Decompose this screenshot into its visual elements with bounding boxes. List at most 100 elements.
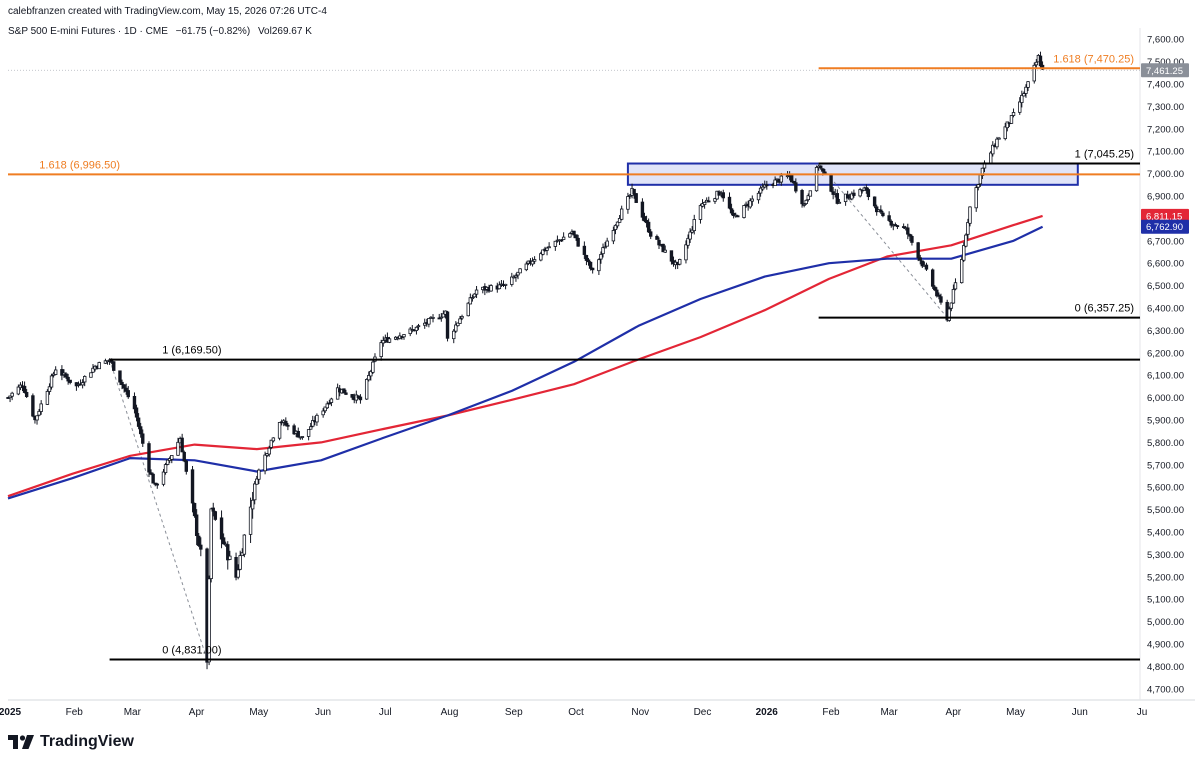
candle-body (427, 318, 431, 325)
x-tick-label: Sep (505, 707, 523, 718)
candle-body (901, 226, 906, 228)
candle-body (661, 243, 665, 253)
candle-body (510, 276, 514, 285)
candle-body (995, 138, 999, 148)
candle-body (118, 370, 122, 383)
chart-credit: calebfranzen created with TradingView.co… (8, 6, 327, 17)
candle-body (779, 175, 784, 183)
candle-body (1020, 94, 1024, 103)
candle-body (132, 395, 137, 410)
y-tick-label: 7,600.00 (1147, 35, 1184, 46)
candle-body (1003, 126, 1007, 140)
candle-body (257, 469, 261, 480)
candle-body (539, 253, 543, 261)
candle-body (582, 245, 587, 255)
candle-body (489, 285, 493, 292)
candle-body (387, 338, 392, 343)
y-tick-label: 7,200.00 (1147, 124, 1184, 135)
candle-body (895, 225, 900, 228)
candle-body (802, 203, 806, 206)
candle-body (908, 234, 912, 237)
y-tick-label: 5,200.00 (1147, 572, 1184, 583)
candle-body (194, 514, 199, 537)
candle-body (758, 187, 763, 194)
candle-body (151, 473, 155, 484)
candle-body (1032, 64, 1036, 82)
tradingview-logo-icon (8, 735, 34, 749)
candle-body (572, 230, 576, 236)
x-tick-label: Mar (124, 707, 142, 718)
candle-body (47, 386, 52, 392)
candle-body (814, 166, 819, 192)
candles (6, 51, 1045, 670)
candle-body (149, 472, 153, 475)
candle-body (1038, 55, 1043, 67)
candle-body (924, 264, 929, 270)
candle-body (165, 459, 170, 465)
candle-body (263, 454, 267, 472)
x-tick-label: Jun (1072, 707, 1088, 718)
candle-body (642, 216, 647, 222)
candle-body (329, 398, 334, 403)
symbol-title[interactable]: S&P 500 E-mini Futures · 1D · CME (8, 26, 168, 37)
candle-body (300, 436, 305, 438)
candle-body (524, 263, 529, 271)
y-tick-label: 5,500.00 (1147, 505, 1184, 516)
candle-body (161, 471, 166, 485)
candle-body (163, 464, 168, 473)
candle-body (454, 324, 458, 332)
candle-body (80, 382, 85, 386)
candle-body (408, 328, 412, 335)
candle-body (568, 233, 572, 238)
candle-body (933, 286, 937, 291)
y-tick-label: 6,400.00 (1147, 304, 1184, 315)
y-tick-label: 6,300.00 (1147, 326, 1184, 337)
candle-body (321, 410, 325, 416)
candle-body (22, 385, 27, 393)
candle-body (601, 247, 605, 255)
candle-body (253, 483, 257, 501)
candle-body (271, 437, 276, 442)
x-tick-label: Nov (631, 707, 649, 718)
candle-body (97, 362, 101, 370)
candle-body (89, 372, 93, 378)
candle-body (170, 455, 174, 460)
candle-body (35, 415, 39, 421)
candle-body (306, 429, 311, 437)
candle-body (698, 205, 703, 220)
fib-level-label: 1.618 (7,470.25) (1053, 53, 1134, 65)
candle-body (1026, 81, 1030, 88)
candle-body (852, 192, 856, 196)
candle-body (611, 230, 616, 242)
candle-body (248, 506, 253, 535)
candle-body (335, 387, 340, 400)
candle-body (632, 188, 636, 195)
candle-body (657, 239, 661, 246)
tradingview-wordmark: TradingView (40, 733, 134, 750)
candle-body (989, 152, 993, 164)
candle-body (597, 259, 601, 272)
candle-body (547, 246, 551, 249)
price-chart[interactable]: 7,600.00 7,500.00 7,400.00 7,300.00 7,200.00… (0, 0, 1200, 730)
candle-body (864, 187, 869, 191)
candle-body (176, 441, 180, 456)
candle-body (91, 367, 95, 373)
swing-line (109, 359, 208, 660)
candle-body (197, 535, 201, 546)
candle-body (541, 249, 545, 255)
candle-body (277, 422, 282, 439)
candle-body (311, 420, 315, 427)
candle-body (829, 173, 833, 192)
price-badge-label: 6,762.90 (1146, 222, 1183, 233)
candle-body (947, 308, 951, 321)
candle-body (532, 259, 537, 262)
candle-body (267, 447, 271, 455)
candle-body (640, 201, 645, 218)
candle-body (456, 322, 460, 327)
x-tick-label: Oct (568, 707, 584, 718)
candle-body (949, 302, 954, 309)
moving-average-line (7, 214, 1043, 498)
y-tick-label: 5,900.00 (1147, 416, 1184, 427)
y-tick-label: 5,400.00 (1147, 528, 1184, 539)
candle-body (953, 282, 958, 290)
